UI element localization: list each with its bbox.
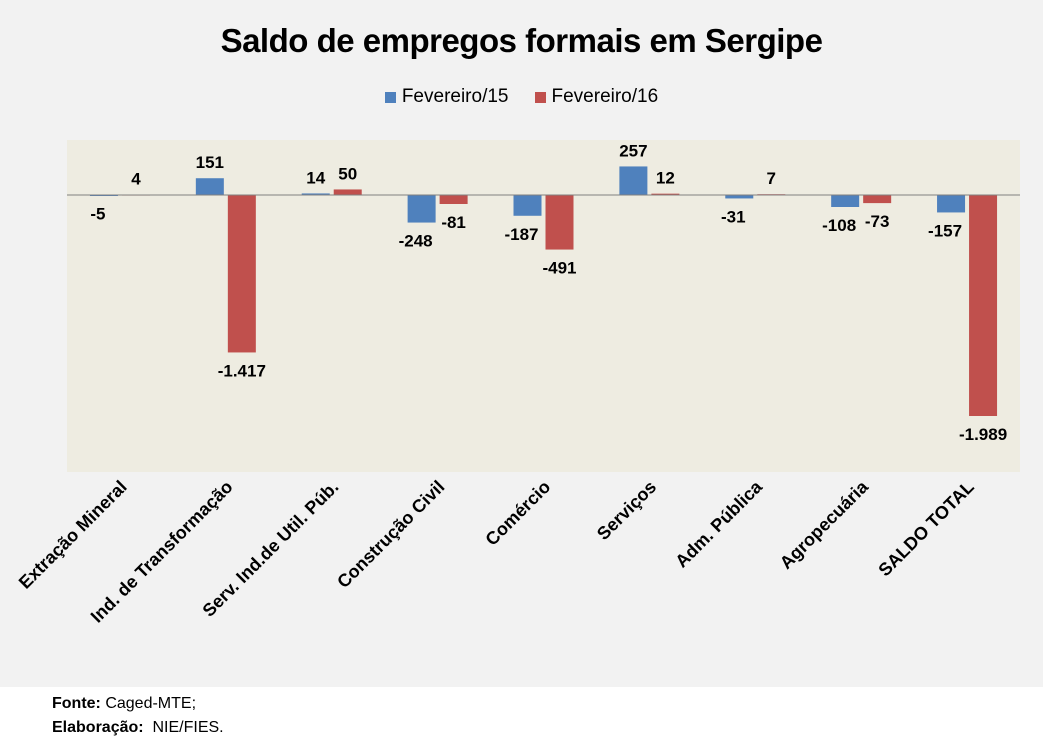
- bar-fev16: [545, 195, 574, 250]
- data-label: -73: [865, 212, 890, 231]
- source-line: Fonte: Caged-MTE;: [52, 692, 224, 716]
- legend-label: Fevereiro/16: [551, 86, 659, 107]
- legend: Fevereiro/15 Fevereiro/16: [0, 86, 1043, 108]
- category-label: Agropecuária: [776, 476, 873, 573]
- data-label: 50: [338, 164, 357, 183]
- bar-fev15: [513, 195, 542, 216]
- category-label: Extração Mineral: [15, 477, 131, 593]
- bar-fev16: [439, 195, 468, 204]
- data-label: 257: [619, 141, 647, 160]
- legend-swatch-blue: [384, 91, 396, 103]
- bar-fev15: [725, 195, 754, 199]
- data-label: -31: [721, 207, 746, 226]
- source-label: Fonte:: [52, 695, 101, 712]
- bar-fev15: [937, 195, 966, 213]
- data-label: 151: [196, 153, 224, 172]
- data-label: -1.417: [218, 361, 266, 380]
- elaboration-value: NIE/FIES.: [143, 719, 224, 736]
- category-label: Serviços: [593, 477, 660, 544]
- data-label: 12: [656, 169, 675, 188]
- bar-fev15: [301, 193, 330, 195]
- elaboration-line: Elaboração: NIE/FIES.: [52, 716, 224, 740]
- bar-fev16: [969, 195, 998, 416]
- data-label: 14: [306, 168, 325, 187]
- bar-fev16: [333, 189, 362, 195]
- category-label: Adm. Pública: [671, 476, 766, 571]
- legend-label: Fevereiro/15: [401, 86, 509, 107]
- bar-fev15: [407, 195, 436, 223]
- source-value: Caged-MTE;: [100, 695, 197, 712]
- category-label: Construção Civil: [333, 477, 448, 592]
- data-label: -1.989: [959, 425, 1007, 444]
- legend-item-fevereiro-15: Fevereiro/15: [384, 86, 509, 108]
- data-label: -187: [504, 225, 538, 244]
- bar-fev15: [195, 178, 224, 195]
- bar-fev16: [227, 195, 256, 353]
- data-label: -491: [542, 259, 576, 278]
- bar-fev15: [619, 166, 648, 195]
- data-label: -248: [399, 232, 433, 251]
- category-label: Comércio: [481, 477, 554, 550]
- category-label: SALDO TOTAL: [874, 477, 977, 580]
- chart-title: Saldo de empregos formais em Sergipe: [220, 22, 823, 59]
- data-label: -157: [928, 221, 962, 240]
- legend-item-fevereiro-16: Fevereiro/16: [534, 86, 659, 108]
- chart-area: Saldo de empregos formais em Sergipe Fev…: [0, 0, 1043, 687]
- data-label: 7: [767, 169, 776, 188]
- bar-fev15: [831, 195, 860, 207]
- legend-swatch-red: [534, 91, 546, 103]
- data-label: -5: [90, 205, 105, 224]
- bar-fev16: [651, 193, 680, 195]
- bar-fev16: [863, 195, 892, 204]
- footer: Fonte: Caged-MTE; Elaboração: NIE/FIES.: [52, 692, 224, 740]
- elaboration-label: Elaboração:: [52, 719, 144, 736]
- data-label: 4: [131, 170, 141, 189]
- data-label: -81: [441, 213, 466, 232]
- data-label: -108: [822, 216, 856, 235]
